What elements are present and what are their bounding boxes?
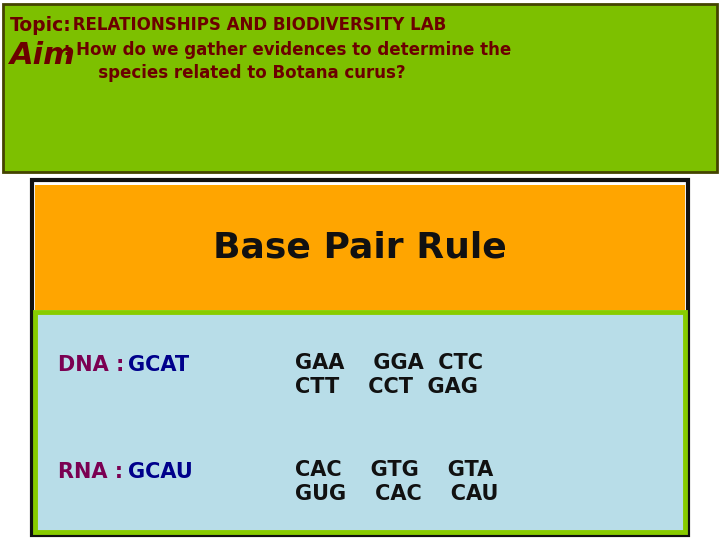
FancyBboxPatch shape bbox=[35, 312, 685, 532]
Text: RELATIONSHIPS AND BIODIVERSITY LAB: RELATIONSHIPS AND BIODIVERSITY LAB bbox=[67, 16, 446, 34]
Text: Topic:: Topic: bbox=[10, 16, 72, 35]
Text: Aim: Aim bbox=[10, 41, 76, 70]
FancyBboxPatch shape bbox=[35, 185, 685, 310]
Text: GAA    GGA  CTC: GAA GGA CTC bbox=[295, 353, 483, 373]
FancyBboxPatch shape bbox=[3, 4, 717, 172]
Text: GUG    CAC    CAU: GUG CAC CAU bbox=[295, 484, 498, 504]
Text: Base Pair Rule: Base Pair Rule bbox=[213, 231, 507, 265]
Text: : How do we gather evidences to determine the: : How do we gather evidences to determin… bbox=[58, 41, 511, 59]
Text: species related to Botana curus?: species related to Botana curus? bbox=[58, 64, 405, 82]
Text: GCAU: GCAU bbox=[128, 462, 193, 482]
Text: DNA :: DNA : bbox=[58, 355, 132, 375]
Text: CAC    GTG    GTA: CAC GTG GTA bbox=[295, 460, 493, 480]
FancyBboxPatch shape bbox=[32, 180, 688, 535]
Text: GCAT: GCAT bbox=[128, 355, 189, 375]
Text: CTT    CCT  GAG: CTT CCT GAG bbox=[295, 377, 478, 397]
Text: RNA :: RNA : bbox=[58, 462, 130, 482]
